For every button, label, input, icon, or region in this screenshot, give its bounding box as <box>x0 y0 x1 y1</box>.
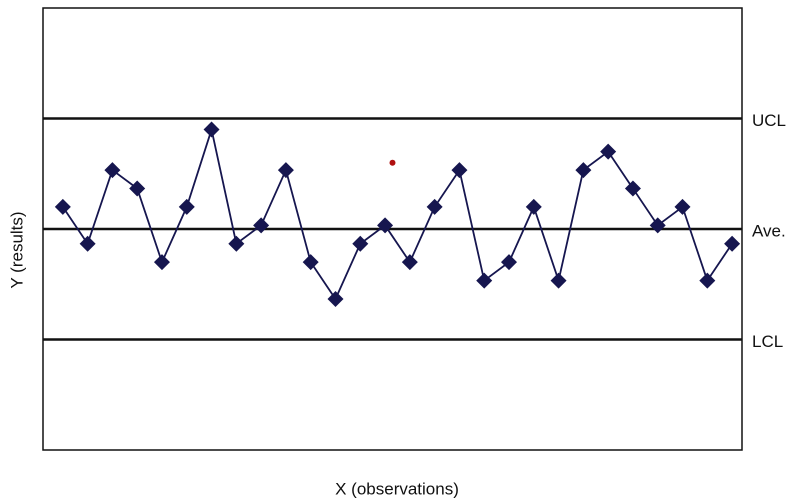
data-point <box>401 254 418 271</box>
data-point <box>624 180 641 197</box>
data-point <box>501 254 517 271</box>
data-point <box>377 217 394 234</box>
stray-point <box>389 159 396 166</box>
data-point <box>724 235 741 252</box>
data-point <box>674 198 691 215</box>
control-line-label: Ave. <box>752 221 786 240</box>
data-point <box>426 198 443 215</box>
data-point <box>575 162 592 179</box>
data-point <box>451 162 468 179</box>
data-point <box>600 143 617 160</box>
data-point <box>253 217 270 234</box>
data-point <box>699 272 716 289</box>
data-point <box>476 272 493 289</box>
control-line-label: UCL <box>752 111 786 130</box>
data-point <box>203 121 220 138</box>
data-point <box>153 254 170 271</box>
data-point <box>327 290 344 307</box>
data-point <box>178 198 195 215</box>
control-line-label: LCL <box>752 332 783 351</box>
data-point <box>277 162 294 179</box>
data-point <box>649 217 666 234</box>
series-line <box>62 126 733 301</box>
data-point <box>550 272 567 289</box>
x-axis-label: X (observations) <box>335 479 459 498</box>
data-point <box>104 162 121 179</box>
data-point <box>129 180 146 197</box>
data-point <box>525 198 542 215</box>
y-axis-label: Y (results) <box>7 211 26 288</box>
data-point <box>79 235 96 252</box>
data-point <box>302 254 319 271</box>
data-point <box>54 198 71 215</box>
data-point <box>352 235 369 252</box>
data-point <box>228 235 245 252</box>
